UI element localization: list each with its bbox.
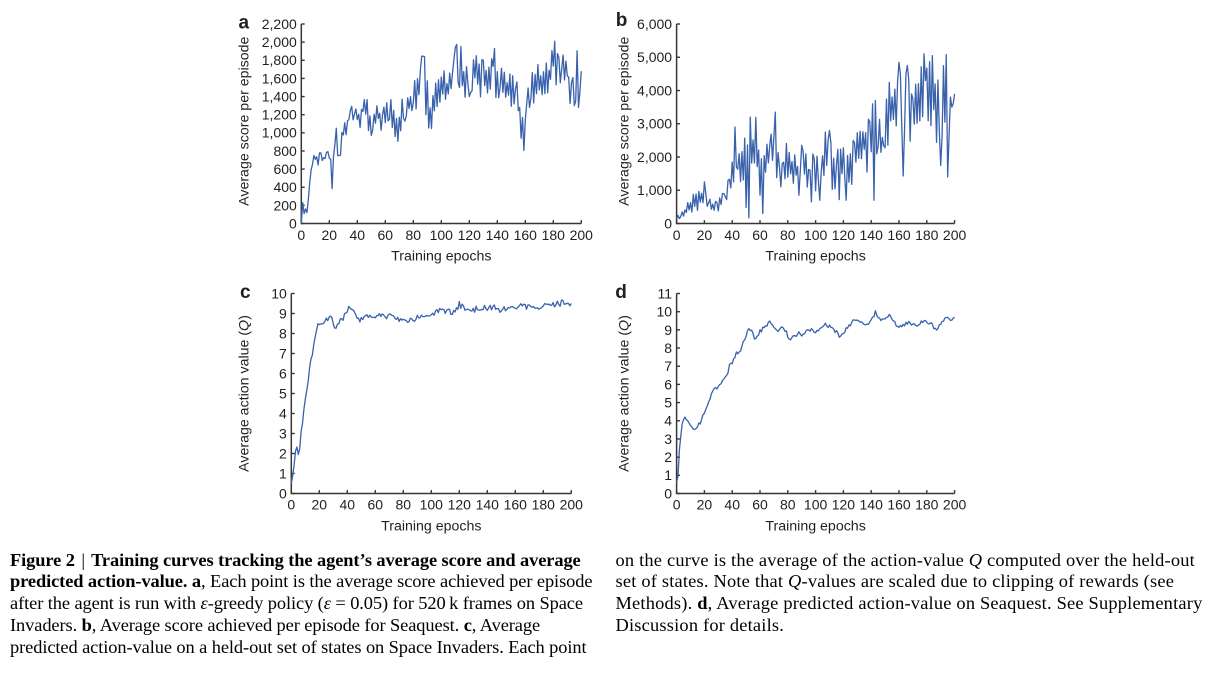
svg-text:8: 8 bbox=[664, 340, 672, 356]
svg-text:60: 60 bbox=[752, 227, 768, 243]
svg-text:4,000: 4,000 bbox=[637, 82, 672, 98]
svg-text:Average score per episode: Average score per episode bbox=[616, 36, 632, 205]
svg-text:Average action value (Q): Average action value (Q) bbox=[236, 315, 252, 472]
svg-text:80: 80 bbox=[396, 497, 412, 513]
svg-text:20: 20 bbox=[312, 497, 328, 513]
svg-text:80: 80 bbox=[406, 227, 422, 243]
svg-text:60: 60 bbox=[378, 227, 394, 243]
svg-text:1: 1 bbox=[664, 467, 672, 483]
svg-text:0: 0 bbox=[673, 497, 681, 513]
svg-text:120: 120 bbox=[448, 497, 472, 513]
svg-text:100: 100 bbox=[430, 227, 454, 243]
svg-text:180: 180 bbox=[542, 227, 566, 243]
svg-text:8: 8 bbox=[279, 325, 287, 341]
svg-text:1,400: 1,400 bbox=[262, 88, 297, 104]
svg-text:140: 140 bbox=[476, 497, 500, 513]
svg-text:2,200: 2,200 bbox=[262, 16, 297, 32]
svg-text:40: 40 bbox=[724, 497, 740, 513]
svg-text:100: 100 bbox=[420, 497, 444, 513]
svg-text:5: 5 bbox=[664, 394, 672, 410]
svg-text:160: 160 bbox=[504, 497, 528, 513]
svg-text:7: 7 bbox=[279, 345, 287, 361]
svg-text:20: 20 bbox=[697, 497, 713, 513]
svg-text:180: 180 bbox=[532, 497, 556, 513]
svg-text:5,000: 5,000 bbox=[637, 49, 672, 65]
svg-text:1,800: 1,800 bbox=[262, 52, 297, 68]
svg-text:200: 200 bbox=[943, 497, 967, 513]
svg-text:1: 1 bbox=[279, 465, 287, 481]
svg-text:400: 400 bbox=[273, 179, 297, 195]
svg-text:0: 0 bbox=[673, 227, 681, 243]
svg-text:d: d bbox=[615, 282, 627, 303]
svg-text:c: c bbox=[240, 282, 251, 303]
svg-text:2: 2 bbox=[279, 445, 287, 461]
svg-text:40: 40 bbox=[724, 227, 740, 243]
svg-text:20: 20 bbox=[322, 227, 338, 243]
svg-text:120: 120 bbox=[832, 227, 856, 243]
svg-text:9: 9 bbox=[664, 322, 672, 338]
svg-text:160: 160 bbox=[887, 497, 911, 513]
svg-text:3,000: 3,000 bbox=[637, 116, 672, 132]
svg-text:80: 80 bbox=[780, 497, 796, 513]
svg-text:3: 3 bbox=[279, 425, 287, 441]
svg-text:1,200: 1,200 bbox=[262, 107, 297, 123]
svg-text:6: 6 bbox=[279, 365, 287, 381]
svg-text:200: 200 bbox=[570, 227, 594, 243]
svg-text:0: 0 bbox=[287, 497, 295, 513]
svg-text:60: 60 bbox=[752, 497, 768, 513]
svg-text:b: b bbox=[616, 10, 628, 31]
svg-text:1,000: 1,000 bbox=[637, 182, 672, 198]
svg-text:Average score per episode: Average score per episode bbox=[236, 36, 252, 205]
svg-text:100: 100 bbox=[804, 227, 828, 243]
svg-text:0: 0 bbox=[664, 215, 672, 231]
svg-text:200: 200 bbox=[560, 497, 584, 513]
svg-text:100: 100 bbox=[804, 497, 828, 513]
svg-text:a: a bbox=[239, 13, 250, 34]
svg-text:180: 180 bbox=[915, 227, 939, 243]
svg-text:40: 40 bbox=[350, 227, 366, 243]
svg-text:Training epochs: Training epochs bbox=[765, 248, 865, 264]
svg-text:6,000: 6,000 bbox=[637, 16, 672, 32]
svg-text:2,000: 2,000 bbox=[637, 149, 672, 165]
svg-text:Average action value (Q): Average action value (Q) bbox=[616, 315, 632, 472]
svg-text:20: 20 bbox=[697, 227, 713, 243]
svg-text:11: 11 bbox=[658, 285, 673, 301]
svg-text:120: 120 bbox=[458, 227, 482, 243]
svg-text:2,000: 2,000 bbox=[262, 34, 297, 50]
svg-text:0: 0 bbox=[279, 485, 287, 501]
svg-text:10: 10 bbox=[271, 285, 287, 301]
svg-text:1,600: 1,600 bbox=[262, 70, 297, 86]
svg-text:60: 60 bbox=[368, 497, 384, 513]
svg-text:160: 160 bbox=[514, 227, 538, 243]
svg-text:140: 140 bbox=[860, 497, 884, 513]
svg-text:1,000: 1,000 bbox=[262, 125, 297, 141]
svg-text:Training epochs: Training epochs bbox=[765, 519, 865, 535]
svg-text:Training epochs: Training epochs bbox=[381, 519, 481, 535]
svg-text:140: 140 bbox=[860, 227, 884, 243]
svg-text:0: 0 bbox=[297, 227, 305, 243]
svg-text:7: 7 bbox=[664, 358, 672, 374]
svg-text:4: 4 bbox=[664, 413, 672, 429]
svg-text:0: 0 bbox=[664, 485, 672, 501]
svg-text:9: 9 bbox=[279, 305, 287, 321]
svg-text:4: 4 bbox=[279, 405, 287, 421]
svg-text:10: 10 bbox=[657, 304, 673, 320]
svg-text:200: 200 bbox=[273, 197, 297, 213]
svg-text:600: 600 bbox=[273, 161, 297, 177]
svg-text:40: 40 bbox=[340, 497, 356, 513]
svg-text:140: 140 bbox=[486, 227, 510, 243]
svg-text:800: 800 bbox=[273, 143, 297, 159]
svg-text:6: 6 bbox=[664, 376, 672, 392]
svg-text:5: 5 bbox=[279, 385, 287, 401]
svg-text:0: 0 bbox=[289, 215, 297, 231]
svg-text:160: 160 bbox=[887, 227, 911, 243]
svg-text:180: 180 bbox=[915, 497, 939, 513]
svg-text:120: 120 bbox=[832, 497, 856, 513]
svg-text:3: 3 bbox=[664, 431, 672, 447]
svg-text:Training epochs: Training epochs bbox=[391, 248, 491, 264]
svg-text:2: 2 bbox=[664, 449, 672, 465]
svg-text:200: 200 bbox=[943, 227, 967, 243]
svg-text:80: 80 bbox=[780, 227, 796, 243]
